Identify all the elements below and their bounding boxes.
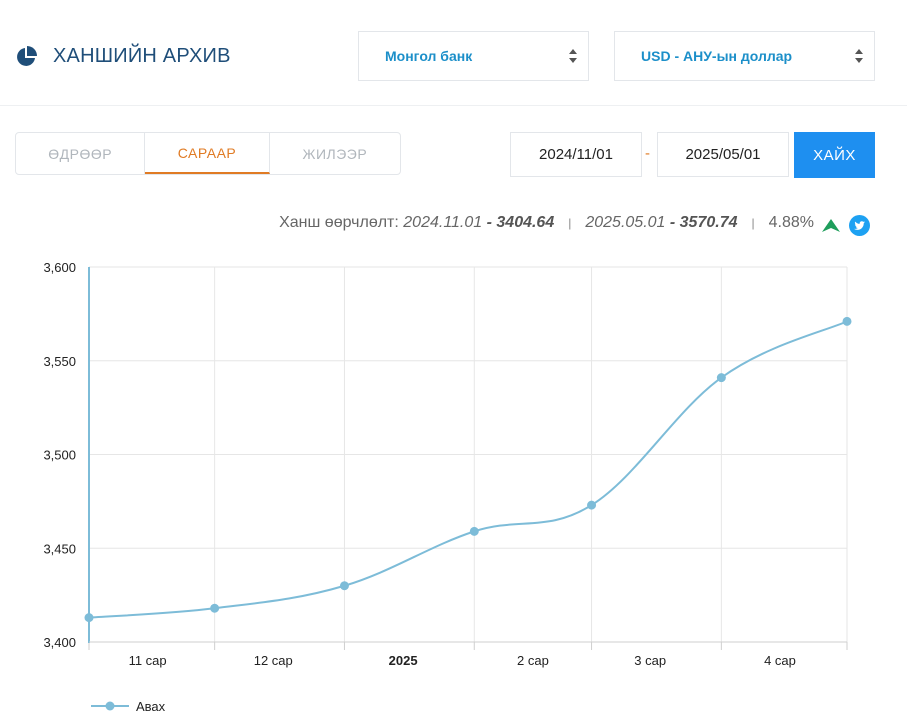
date-from-input[interactable]: 2024/11/01 — [510, 132, 642, 177]
legend-marker — [105, 701, 115, 711]
page-title: ХАНШИЙН АРХИВ — [53, 45, 231, 67]
tab-monthly[interactable]: САРААР — [145, 133, 270, 174]
chart-axes: 3,400 3,450 3,500 3,550 3,600 11 сар 12 сар 202… — [43, 260, 848, 668]
summary-end-value: 3570.74 — [679, 214, 738, 231]
pie-chart-icon — [17, 46, 37, 66]
series-line-avakh — [88, 320, 848, 619]
chart-grid — [88, 266, 848, 643]
data-point[interactable] — [84, 613, 94, 623]
bank-select[interactable]: Монгол банк — [358, 31, 589, 81]
y-tick-label: 3,400 — [43, 635, 76, 650]
page-header: ХАНШИЙН АРХИВ Монгол банк USD - АНУ-ын д… — [0, 0, 907, 106]
exchange-rate-chart: 3,400 3,450 3,500 3,550 3,600 11 сар 12 сар 202… — [43, 260, 852, 714]
summary-change-percent: 4.88% — [768, 214, 814, 231]
legend-label[interactable]: Авах — [136, 699, 166, 714]
x-tick-label: 12 сар — [254, 653, 293, 668]
search-button[interactable]: ХАЙХ — [794, 132, 875, 178]
y-tick-label: 3,450 — [43, 541, 76, 556]
currency-select[interactable]: USD - АНУ-ын доллар — [614, 31, 875, 81]
data-point[interactable] — [339, 581, 349, 591]
data-point[interactable] — [469, 526, 479, 536]
y-tick-label: 3,600 — [43, 260, 76, 275]
date-range-separator: - — [645, 145, 650, 162]
currency-select-value: USD - АНУ-ын доллар — [641, 48, 793, 64]
summary-start-value: 3404.64 — [496, 214, 555, 231]
summary-start-date: 2024.11.01 — [403, 214, 483, 231]
rate-change-summary: Ханш өөрчлөлт: 2024.11.01 - 3404.64 | 20… — [279, 214, 869, 232]
twitter-icon[interactable] — [849, 215, 870, 236]
chart-series — [84, 316, 852, 623]
summary-separator-2: | — [751, 216, 755, 230]
sort-arrows-icon — [855, 49, 863, 63]
bank-select-value: Монгол банк — [385, 48, 473, 64]
summary-end-date: 2025.05.01 — [585, 214, 666, 231]
data-point[interactable] — [210, 603, 220, 613]
tab-yearly[interactable]: ЖИЛЭЭР — [302, 145, 368, 162]
summary-dash-2: - — [665, 214, 680, 231]
period-tabs: ӨДРӨӨР САРААР ЖИЛЭЭР — [15, 132, 401, 175]
data-point[interactable] — [716, 373, 726, 383]
summary-separator-1: | — [568, 216, 572, 230]
summary-prefix: Ханш өөрчлөлт: — [279, 214, 399, 231]
x-tick-label: 11 сар — [129, 653, 167, 668]
triangle-up-icon — [822, 219, 840, 232]
data-point[interactable] — [587, 500, 597, 510]
data-point[interactable] — [842, 316, 852, 326]
chart-legend[interactable]: Авах — [91, 699, 166, 714]
x-tick-label: 2025 — [389, 653, 418, 668]
date-to-input[interactable]: 2025/05/01 — [657, 132, 789, 177]
y-tick-label: 3,500 — [43, 448, 76, 463]
tab-daily[interactable]: ӨДРӨӨР — [16, 133, 146, 174]
summary-dash-1: - — [482, 214, 497, 231]
y-tick-label: 3,550 — [43, 354, 76, 369]
x-tick-label: 4 сар — [764, 653, 796, 668]
x-tick-label: 2 сар — [517, 653, 549, 668]
x-tick-label: 3 сар — [634, 653, 666, 668]
sort-arrows-icon — [569, 49, 577, 63]
